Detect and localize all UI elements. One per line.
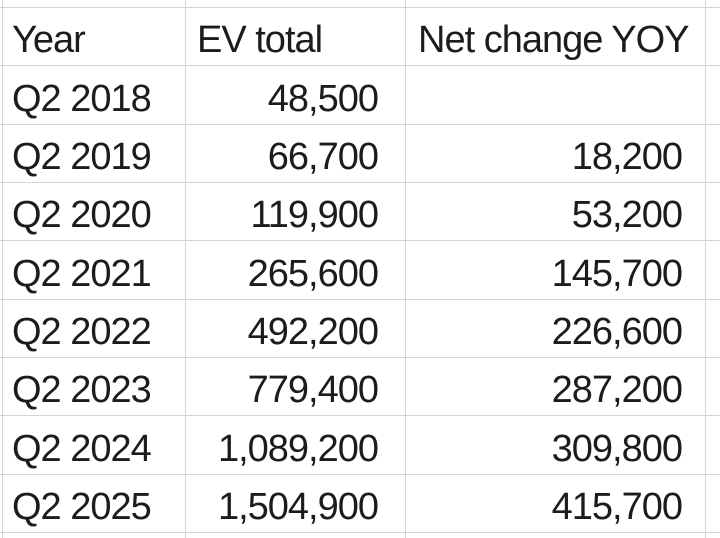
partial-cell[interactable] [0, 532, 2, 538]
edge-cell[interactable] [706, 241, 720, 299]
edge-cell[interactable] [0, 66, 2, 124]
year-cell[interactable]: Q2 2019 [3, 124, 185, 182]
edge-cell[interactable] [706, 124, 720, 182]
header-cell-year[interactable]: Year [3, 8, 185, 66]
year-cell[interactable]: Q2 2024 [3, 416, 185, 474]
edge-cell[interactable] [0, 416, 2, 474]
partial-cell[interactable] [406, 0, 705, 7]
edge-cell[interactable] [706, 299, 720, 357]
year-cell[interactable]: Q2 2020 [3, 182, 185, 241]
header-cell-ev-total[interactable]: EV total [186, 8, 405, 66]
ev-total-cell[interactable]: 1,504,900 [186, 474, 405, 532]
net-change-cell[interactable]: 287,200 [406, 357, 705, 416]
edge-cell[interactable] [0, 299, 2, 357]
net-change-cell[interactable]: 226,600 [406, 299, 705, 357]
edge-cell[interactable] [706, 8, 720, 66]
ev-total-cell[interactable]: 1,089,200 [186, 416, 405, 474]
year-cell[interactable]: Q2 2023 [3, 357, 185, 416]
net-change-cell[interactable]: 18,200 [406, 124, 705, 182]
net-change-cell[interactable]: 415,700 [406, 474, 705, 532]
year-cell[interactable]: Q2 2021 [3, 241, 185, 299]
partial-cell[interactable] [706, 0, 720, 7]
partial-cell[interactable] [0, 0, 2, 7]
edge-cell[interactable] [0, 8, 2, 66]
edge-cell[interactable] [706, 416, 720, 474]
header-cell-net-change[interactable]: Net change YOY [406, 8, 705, 66]
ev-total-cell[interactable]: 66,700 [186, 124, 405, 182]
edge-cell[interactable] [0, 182, 2, 241]
edge-cell[interactable] [0, 357, 2, 416]
partial-cell[interactable] [3, 532, 185, 538]
edge-cell[interactable] [0, 124, 2, 182]
net-change-cell[interactable]: 309,800 [406, 416, 705, 474]
edge-cell[interactable] [0, 241, 2, 299]
ev-total-cell[interactable]: 48,500 [186, 66, 405, 124]
edge-cell[interactable] [706, 66, 720, 124]
edge-cell[interactable] [706, 357, 720, 416]
partial-cell[interactable] [3, 0, 185, 7]
ev-total-cell[interactable]: 779,400 [186, 357, 405, 416]
net-change-cell[interactable]: 145,700 [406, 241, 705, 299]
net-change-cell[interactable] [406, 66, 705, 124]
ev-total-cell[interactable]: 119,900 [186, 182, 405, 241]
ev-total-cell[interactable]: 265,600 [186, 241, 405, 299]
partial-cell[interactable] [706, 532, 720, 538]
year-cell[interactable]: Q2 2018 [3, 66, 185, 124]
ev-total-cell[interactable]: 492,200 [186, 299, 405, 357]
edge-cell[interactable] [706, 182, 720, 241]
partial-cell[interactable] [406, 532, 705, 538]
partial-cell[interactable] [186, 0, 405, 7]
edge-cell[interactable] [706, 474, 720, 532]
edge-cell[interactable] [0, 474, 2, 532]
year-cell[interactable]: Q2 2022 [3, 299, 185, 357]
year-cell[interactable]: Q2 2025 [3, 474, 185, 532]
net-change-cell[interactable]: 53,200 [406, 182, 705, 241]
partial-cell[interactable] [186, 532, 405, 538]
